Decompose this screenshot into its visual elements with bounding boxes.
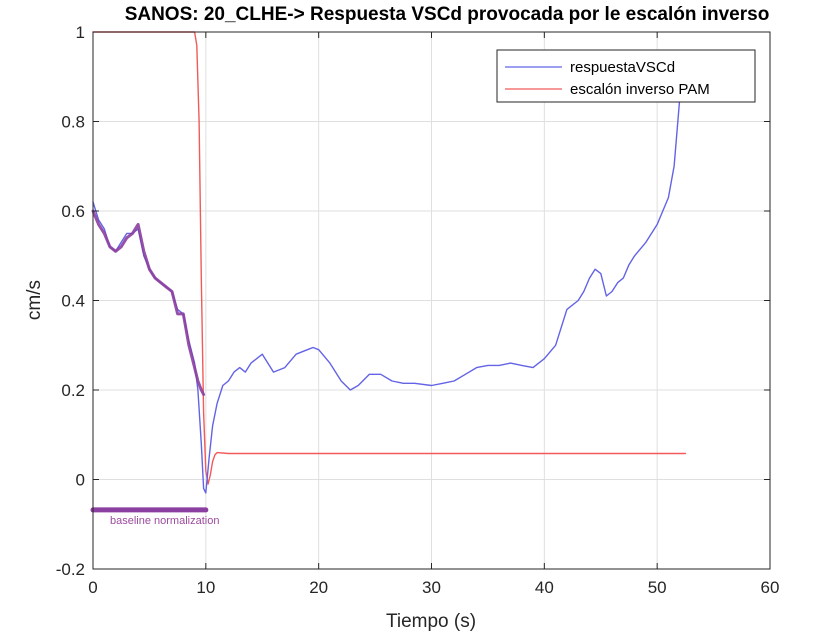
legend-label-respuestaVSCd: respuestaVSCd bbox=[570, 59, 675, 76]
y-tick-label: 0.8 bbox=[61, 113, 85, 132]
y-axis-label: cm/s bbox=[24, 280, 45, 320]
x-tick-label: 50 bbox=[648, 578, 667, 597]
x-tick-label: 0 bbox=[88, 578, 97, 597]
x-tick-label: 60 bbox=[761, 578, 780, 597]
x-tick-label: 20 bbox=[309, 578, 328, 597]
y-tick-label: 0.4 bbox=[61, 292, 85, 311]
series-line-baseline-segment bbox=[91, 209, 206, 396]
y-tick-label: 0 bbox=[76, 471, 85, 490]
x-tick-label: 10 bbox=[196, 578, 215, 597]
x-tick-label: 40 bbox=[535, 578, 554, 597]
series-layer bbox=[90, 31, 687, 513]
legend: respuestaVSCd escalón inverso PAM bbox=[496, 49, 756, 103]
y-tick-label: 0.2 bbox=[61, 381, 85, 400]
legend-label-escalon-inverso-pam: escalón inverso PAM bbox=[570, 81, 710, 98]
tick-labels: 0 10 20 30 40 50 60-0.200.20.40.60.81 bbox=[56, 23, 780, 597]
x-axis-label: Tiempo (s) bbox=[386, 611, 476, 632]
x-tick-label: 30 bbox=[422, 578, 441, 597]
legend-box bbox=[496, 49, 756, 103]
grid bbox=[93, 32, 770, 569]
baseline-annotation: baseline normalization bbox=[110, 515, 219, 527]
chart-title: SANOS: 20_CLHE-> Respuesta VSCd provocad… bbox=[125, 4, 770, 25]
y-tick-label: -0.2 bbox=[56, 560, 85, 579]
y-tick-label: 1 bbox=[76, 23, 85, 42]
y-tick-label: 0.6 bbox=[61, 202, 85, 221]
